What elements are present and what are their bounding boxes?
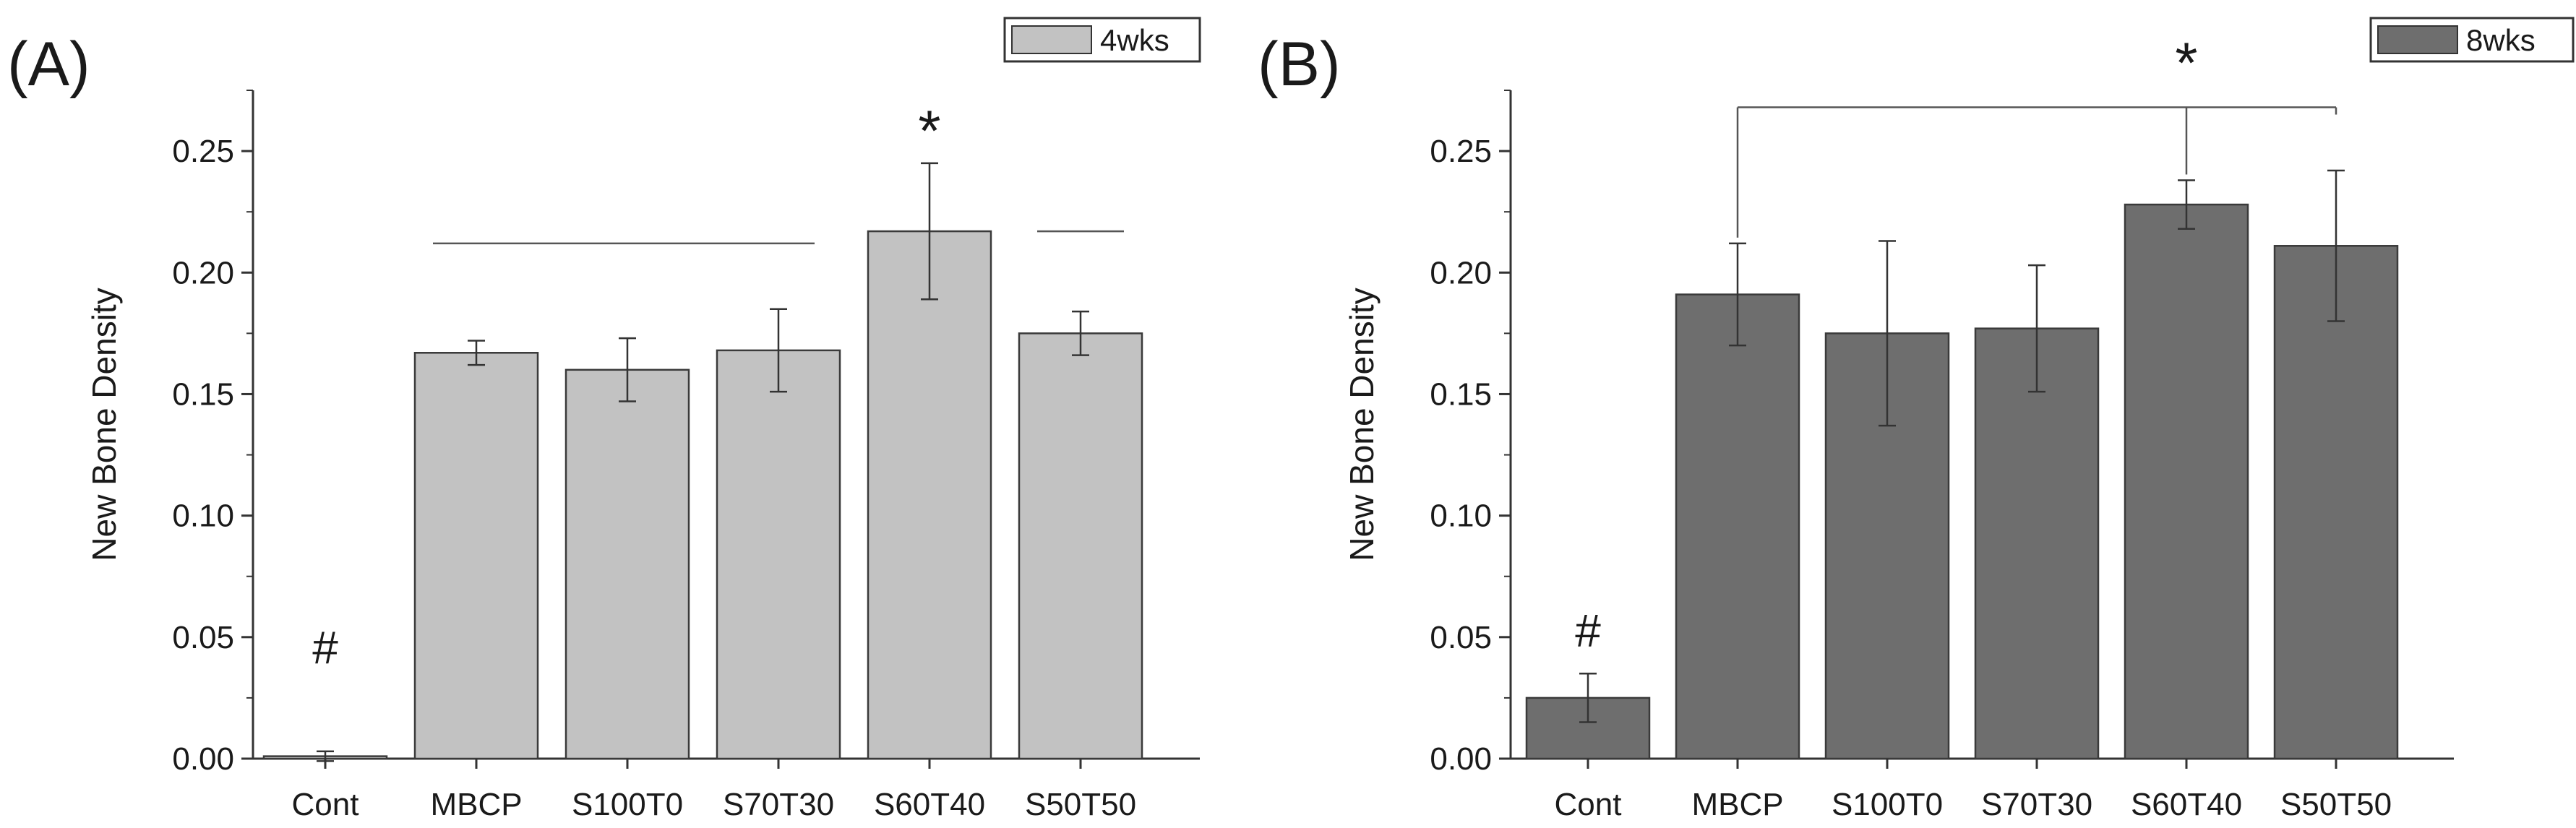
y-tick-label: 0.05 <box>172 620 234 655</box>
y-tick-label: 0.00 <box>172 741 234 777</box>
bar-s100t0 <box>564 368 690 760</box>
y-tick-label: 0.20 <box>1430 255 1492 290</box>
chart-panel-a: (A) 0.00 0.05 0.10 0.15 0.20 0.25 New Bone Dens… <box>7 17 1201 822</box>
bar-mbcp <box>1675 293 1800 760</box>
x-tick-label: S100T0 <box>1832 787 1943 822</box>
bar-s50t50 <box>2273 245 2399 760</box>
x-tick-label: S60T40 <box>874 787 985 822</box>
x-tick-label: Cont <box>1555 787 1622 822</box>
bar-s60t40 <box>2124 203 2249 760</box>
x-tick-label: S70T30 <box>1981 787 2092 822</box>
legend-label: 4wks <box>1100 23 1169 57</box>
legend-swatch <box>2377 25 2458 54</box>
x-tick-label: MBCP <box>430 787 522 822</box>
y-tick-label: 0.25 <box>172 134 234 169</box>
y-tick-label: 0.15 <box>1430 376 1492 412</box>
y-tick-label: 0.15 <box>172 376 234 412</box>
x-tick-label: S100T0 <box>572 787 683 822</box>
x-tick-label: S50T50 <box>2280 787 2392 822</box>
panel-label: (A) <box>7 30 90 99</box>
y-axis-title: New Bone Density <box>1343 288 1381 561</box>
hash-marker: # <box>312 622 338 674</box>
bar-s60t40 <box>867 230 992 760</box>
x-tick-label: S60T40 <box>2131 787 2242 822</box>
y-tick-label: 0.25 <box>1430 134 1492 169</box>
x-tick-label: S70T30 <box>723 787 834 822</box>
legend-swatch <box>1011 25 1092 54</box>
significance-star: * <box>2175 31 2197 95</box>
panel-label: (B) <box>1258 30 1341 99</box>
legend-label: 8wks <box>2466 23 2536 57</box>
bar-mbcp <box>413 352 539 760</box>
y-axis-title: New Bone Density <box>85 288 123 561</box>
y-tick-label: 0.20 <box>172 255 234 290</box>
chart-panel-b: (B) 0.00 0.05 0.10 0.15 0.20 0.25 New Bone Dens… <box>1258 17 2575 822</box>
hash-marker: # <box>1575 605 1601 657</box>
significance-star: * <box>918 99 940 163</box>
y-tick-label: 0.05 <box>1430 620 1492 655</box>
bar-s50t50 <box>1018 332 1143 760</box>
x-tick-label: Cont <box>292 787 359 822</box>
x-tick-label: S50T50 <box>1025 787 1136 822</box>
bar-s70t30 <box>1974 327 2100 760</box>
x-tick-label: MBCP <box>1691 787 1783 822</box>
y-tick-label: 0.10 <box>172 499 234 534</box>
bar-s70t30 <box>716 349 841 760</box>
y-tick-label: 0.10 <box>1430 499 1492 534</box>
y-tick-label: 0.00 <box>1430 741 1492 777</box>
